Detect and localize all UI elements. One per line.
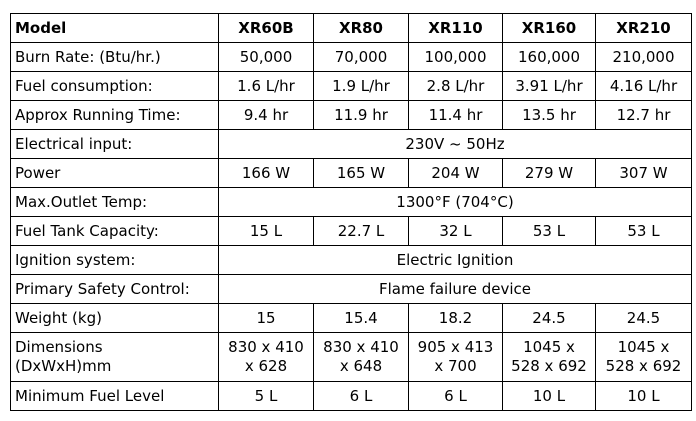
spec-value: 4.16 L/hr	[595, 71, 692, 101]
spec-value: 15	[218, 303, 314, 333]
spec-label: Dimensions (DxWxH)mm	[10, 332, 219, 382]
spec-value: 1.9 L/hr	[313, 71, 409, 101]
spec-value: 6 L	[408, 381, 503, 411]
spec-row: Power 166 W 165 W 204 W 279 W 307 W	[10, 158, 692, 188]
spec-row: Electrical input: 230V ~ 50Hz	[10, 129, 692, 159]
spec-value: 160,000	[502, 42, 596, 72]
spec-row: Dimensions (DxWxH)mm 830 x 410 x 628 830 x…	[10, 332, 692, 382]
model-name: XR210	[595, 13, 692, 43]
spec-value: 210,000	[595, 42, 692, 72]
spec-label: Electrical input:	[10, 129, 219, 159]
spec-row: Max.Outlet Temp: 1300°F (704°C)	[10, 187, 692, 217]
spec-label: Fuel consumption:	[10, 71, 219, 101]
spec-value: 32 L	[408, 216, 503, 246]
spec-value: 1300°F (704°C)	[218, 187, 692, 217]
spec-label: Fuel Tank Capacity:	[10, 216, 219, 246]
spec-value: 3.91 L/hr	[502, 71, 596, 101]
header-label: Model	[10, 13, 219, 43]
spec-value: 5 L	[218, 381, 314, 411]
spec-value: Electric Ignition	[218, 245, 692, 275]
spec-value: 830 x 410 x 628	[218, 332, 314, 382]
spec-label: Minimum Fuel Level	[10, 381, 219, 411]
spec-row: Fuel Tank Capacity: 15 L 22.7 L 32 L 53 L 53 …	[10, 216, 692, 246]
spec-value: 9.4 hr	[218, 100, 314, 130]
spec-value: 230V ~ 50Hz	[218, 129, 692, 159]
spec-value: 279 W	[502, 158, 596, 188]
spec-label: Max.Outlet Temp:	[10, 187, 219, 217]
spec-value: 11.4 hr	[408, 100, 503, 130]
spec-value: 15 L	[218, 216, 314, 246]
spec-label: Burn Rate: (Btu/hr.)	[10, 42, 219, 72]
spec-value: 12.7 hr	[595, 100, 692, 130]
spec-label: Approx Running Time:	[10, 100, 219, 130]
spec-value: 6 L	[313, 381, 409, 411]
model-name: XR60B	[218, 13, 314, 43]
spec-value: 830 x 410 x 648	[313, 332, 409, 382]
spec-value: 1.6 L/hr	[218, 71, 314, 101]
spec-label: Power	[10, 158, 219, 188]
spec-label: Ignition system:	[10, 245, 219, 275]
spec-value: 165 W	[313, 158, 409, 188]
spec-value: 11.9 hr	[313, 100, 409, 130]
spec-value: 24.5	[595, 303, 692, 333]
spec-value: 10 L	[502, 381, 596, 411]
model-name: XR160	[502, 13, 596, 43]
spec-value: 13.5 hr	[502, 100, 596, 130]
spec-value: 24.5	[502, 303, 596, 333]
header-row: Model XR60B XR80 XR110 XR160 XR210	[10, 13, 692, 43]
spec-row: Weight (kg) 15 15.4 18.2 24.5 24.5	[10, 303, 692, 333]
spec-value: 905 x 413 x 700	[408, 332, 503, 382]
spec-table: Model XR60B XR80 XR110 XR160 XR210 Burn Rate:…	[10, 13, 692, 411]
model-name: XR110	[408, 13, 503, 43]
spec-value: 50,000	[218, 42, 314, 72]
spec-value: 53 L	[595, 216, 692, 246]
spec-row: Ignition system: Electric Ignition	[10, 245, 692, 275]
spec-value: 22.7 L	[313, 216, 409, 246]
spec-value: 53 L	[502, 216, 596, 246]
spec-row: Approx Running Time: 9.4 hr 11.9 hr 11.4 hr…	[10, 100, 692, 130]
spec-label: Weight (kg)	[10, 303, 219, 333]
spec-value: 1045 x 528 x 692	[502, 332, 596, 382]
spec-value: 18.2	[408, 303, 503, 333]
spec-value: 10 L	[595, 381, 692, 411]
spec-value: 307 W	[595, 158, 692, 188]
table-body: Burn Rate: (Btu/hr.) 50,000 70,000 100,000 1…	[10, 42, 692, 411]
spec-value: 1045 x 528 x 692	[595, 332, 692, 382]
spec-value: 100,000	[408, 42, 503, 72]
model-name: XR80	[313, 13, 409, 43]
spec-value: 2.8 L/hr	[408, 71, 503, 101]
spec-value: Flame failure device	[218, 274, 692, 304]
spec-value: 166 W	[218, 158, 314, 188]
spec-row: Primary Safety Control: Flame failure dev…	[10, 274, 692, 304]
spec-value: 15.4	[313, 303, 409, 333]
spec-value: 70,000	[313, 42, 409, 72]
spec-value: 204 W	[408, 158, 503, 188]
spec-row: Fuel consumption: 1.6 L/hr 1.9 L/hr 2.8 L/h…	[10, 71, 692, 101]
spec-row: Burn Rate: (Btu/hr.) 50,000 70,000 100,000 1…	[10, 42, 692, 72]
spec-label: Primary Safety Control:	[10, 274, 219, 304]
